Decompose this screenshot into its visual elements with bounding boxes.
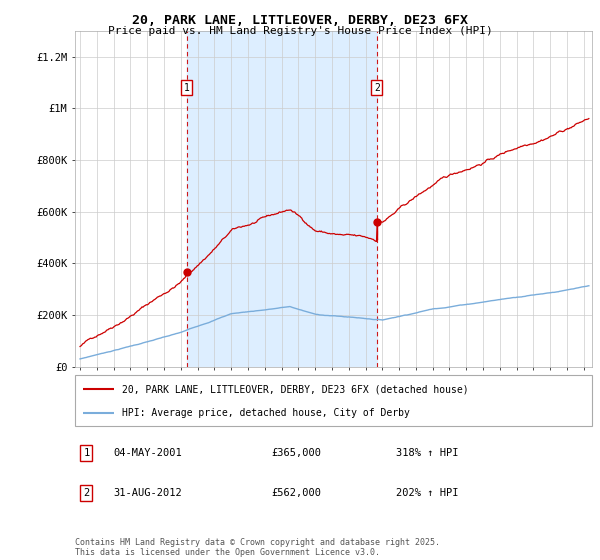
Text: 31-AUG-2012: 31-AUG-2012 [114,488,182,498]
Text: 2: 2 [83,488,89,498]
Text: HPI: Average price, detached house, City of Derby: HPI: Average price, detached house, City… [122,408,409,418]
Text: Contains HM Land Registry data © Crown copyright and database right 2025.
This d: Contains HM Land Registry data © Crown c… [75,538,440,557]
Text: 318% ↑ HPI: 318% ↑ HPI [395,448,458,458]
Bar [187,31,377,367]
Text: 20, PARK LANE, LITTLEOVER, DERBY, DE23 6FX: 20, PARK LANE, LITTLEOVER, DERBY, DE23 6… [132,14,468,27]
Text: 1: 1 [83,448,89,458]
Text: £365,000: £365,000 [272,448,322,458]
Text: 04-MAY-2001: 04-MAY-2001 [114,448,182,458]
Text: 202% ↑ HPI: 202% ↑ HPI [395,488,458,498]
Text: 2: 2 [374,83,380,93]
Text: Price paid vs. HM Land Registry's House Price Index (HPI): Price paid vs. HM Land Registry's House … [107,26,493,36]
Text: £562,000: £562,000 [272,488,322,498]
Text: 20, PARK LANE, LITTLEOVER, DERBY, DE23 6FX (detached house): 20, PARK LANE, LITTLEOVER, DERBY, DE23 6… [122,384,468,394]
Text: 1: 1 [184,83,190,93]
FancyBboxPatch shape [75,375,592,426]
